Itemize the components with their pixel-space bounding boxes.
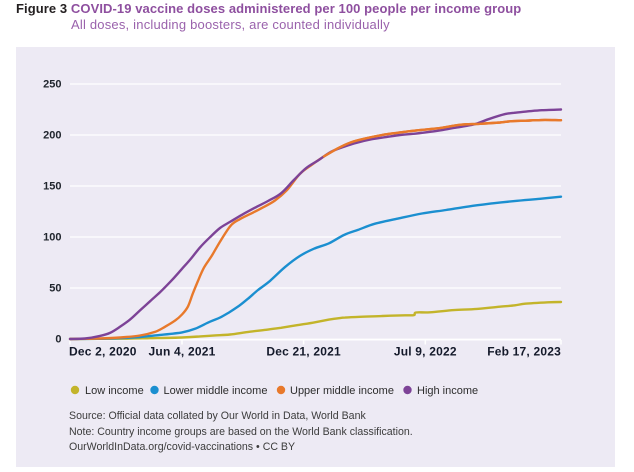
svg-text:250: 250: [43, 79, 61, 91]
svg-text:Lower middle income: Lower middle income: [164, 385, 268, 397]
svg-text:Feb 17, 2023: Feb 17, 2023: [487, 345, 561, 359]
svg-text:200: 200: [43, 130, 61, 142]
svg-text:High income: High income: [417, 385, 478, 397]
svg-text:50: 50: [49, 283, 61, 295]
svg-text:150: 150: [43, 181, 61, 193]
svg-text:Low income: Low income: [85, 385, 144, 397]
svg-text:Dec 21, 2021: Dec 21, 2021: [266, 345, 341, 359]
svg-text:100: 100: [43, 232, 61, 244]
svg-text:Note: Country income groups ar: Note: Country income groups are based on…: [69, 426, 413, 438]
svg-text:Jul 9, 2022: Jul 9, 2022: [394, 345, 457, 359]
svg-text:Dec 2, 2020: Dec 2, 2020: [69, 345, 137, 359]
svg-text:OurWorldInData.org/covid-vacci: OurWorldInData.org/covid-vaccinations • …: [69, 441, 295, 453]
svg-text:Source: Official data collated: Source: Official data collated by Our Wo…: [69, 410, 366, 422]
svg-text:0: 0: [55, 334, 61, 346]
svg-text:Jun 4, 2021: Jun 4, 2021: [149, 345, 216, 359]
svg-text:Upper middle income: Upper middle income: [290, 385, 394, 397]
